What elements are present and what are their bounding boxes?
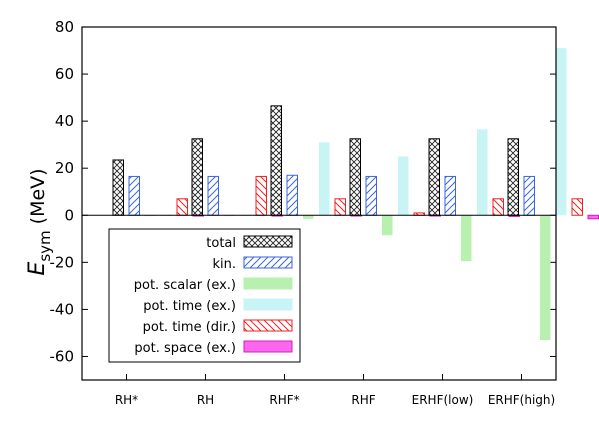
- y-tick-label: -60: [50, 347, 75, 365]
- bar-total: [270, 105, 282, 216]
- bar-pot-scalar-ex: [461, 215, 472, 262]
- bar-total: [191, 138, 203, 216]
- y-axis-label-sub: sym: [36, 230, 54, 261]
- legend-label: total: [206, 236, 236, 251]
- bar-pot-time-dir: [492, 198, 504, 216]
- bar-pot-time-ex: [398, 156, 409, 216]
- legend-box: [108, 228, 301, 363]
- y-axis-label-main: E: [25, 262, 50, 276]
- category-label: RH: [197, 393, 214, 407]
- bar-kin: [365, 175, 377, 216]
- plot-frame: [81, 26, 557, 381]
- legend-label: pot. time (dir.): [143, 320, 236, 335]
- bar-pot-time-dir: [334, 198, 346, 216]
- legend-label: kin.: [212, 257, 236, 272]
- y-tick-label: -40: [50, 300, 75, 318]
- legend-swatch: [243, 256, 293, 269]
- legend-label: pot. scalar (ex.): [134, 278, 236, 293]
- bar-pot-scalar-ex: [382, 215, 393, 236]
- y-tick-label: 60: [55, 65, 74, 83]
- category-label: ERHF(low): [412, 393, 474, 407]
- bar-kin: [286, 174, 298, 216]
- bar-pot-scalar-ex: [303, 215, 314, 219]
- y-axis-label-unit: (MeV): [27, 168, 49, 224]
- legend-swatch: [243, 277, 293, 290]
- y-tick-label: 40: [55, 112, 74, 130]
- bar-kin: [128, 175, 140, 216]
- bar-pot-time-ex: [556, 48, 567, 216]
- bar-kin: [523, 175, 535, 216]
- bar-total: [112, 159, 124, 216]
- category-label: RHF*: [269, 393, 299, 407]
- y-tick-label: 80: [55, 18, 74, 36]
- bar-pot-time-ex: [477, 129, 488, 216]
- bar-pot-time-ex: [319, 142, 330, 216]
- legend-label: pot. space (ex.): [134, 341, 236, 356]
- y-axis-label: Esym (MeV): [25, 168, 54, 275]
- legend-swatch: [243, 319, 293, 332]
- legend-swatch: [243, 298, 293, 311]
- category-label: RH*: [115, 393, 138, 407]
- legend-label: pot. time (ex.): [143, 299, 236, 314]
- legend-swatch: [243, 340, 293, 353]
- y-tick-label: 0: [64, 206, 74, 224]
- category-label: RHF: [351, 393, 375, 407]
- category-label: ERHF(high): [488, 393, 555, 407]
- bar-pot-scalar-ex: [540, 215, 551, 340]
- bar-total: [349, 138, 361, 216]
- y-ticks: -60 -40 -20 0 20 40 60 80: [50, 18, 556, 365]
- bar-pot-time-dir: [571, 198, 583, 216]
- bars: [112, 48, 599, 340]
- bar-total: [507, 138, 519, 216]
- bar-kin: [207, 175, 219, 216]
- bar-pot-time-dir: [176, 198, 188, 216]
- bar-pot-time-dir: [255, 175, 267, 216]
- legend-swatch: [243, 235, 293, 248]
- category-labels: RH* RH RHF* RHF ERHF(low) ERHF(high): [115, 374, 555, 407]
- bar-total: [428, 138, 440, 216]
- bar-kin: [444, 175, 456, 216]
- bar-pot-space-ex: [587, 214, 599, 220]
- y-tick-label: -20: [50, 253, 75, 271]
- legend: total kin. pot. scalar (ex.) pot. time (ex.…: [108, 228, 301, 363]
- y-tick-label: 20: [55, 159, 74, 177]
